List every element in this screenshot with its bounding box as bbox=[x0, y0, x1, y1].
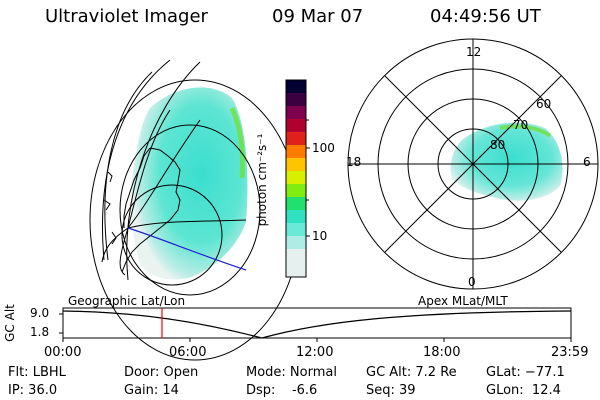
altitude-ytick-1-8: 1.8 bbox=[30, 325, 50, 339]
time-label: 04:49:56 UT bbox=[430, 6, 541, 27]
time-tick-2359: 23:59 bbox=[551, 345, 589, 360]
door-value: Door: Open bbox=[124, 365, 199, 380]
polar-label-18: 18 bbox=[346, 155, 362, 169]
colorbar-tick-100: 100 bbox=[312, 141, 335, 155]
time-tick-18: 18:00 bbox=[423, 345, 461, 360]
altitude-plot bbox=[59, 307, 572, 342]
polar-label-0: 0 bbox=[468, 275, 476, 289]
glat-value: GLat: −77.1 bbox=[486, 365, 565, 380]
dsp-value: Dsp: -6.6 bbox=[246, 383, 318, 398]
time-tick-12: 12:00 bbox=[296, 345, 334, 360]
colorbar-unit-label: photon cm⁻²s⁻¹ bbox=[255, 133, 269, 227]
date-label: 09 Mar 07 bbox=[272, 6, 364, 27]
aurora-green-arc bbox=[229, 106, 245, 179]
altitude-ytick-9: 9.0 bbox=[30, 306, 50, 320]
flt-value: Flt: LBHL bbox=[8, 365, 66, 380]
polar-label-60: 60 bbox=[536, 97, 552, 111]
altitude-ylabel: GC Alt bbox=[3, 304, 17, 342]
time-tick-06: 06:00 bbox=[169, 345, 207, 360]
seq-value: Seq: 39 bbox=[366, 383, 416, 398]
gc-alt-value: GC Alt: 7.2 Re bbox=[366, 365, 457, 380]
polar-plot bbox=[347, 38, 599, 290]
apex-label: Apex MLat/MLT bbox=[418, 294, 508, 308]
polar-label-80: 80 bbox=[490, 138, 506, 152]
glon-value: GLon: 12.4 bbox=[486, 383, 561, 398]
gain-value: Gain: 14 bbox=[124, 383, 179, 398]
blue-meridian-line bbox=[127, 227, 247, 271]
altitude-curve bbox=[62, 310, 572, 339]
instrument-title: Ultraviolet Imager bbox=[45, 6, 208, 27]
geographic-label: Geographic Lat/Lon bbox=[68, 294, 186, 308]
colorbar bbox=[285, 79, 310, 278]
colorbar-tick-10: 10 bbox=[312, 229, 328, 243]
aurora-emission-geo bbox=[131, 87, 248, 280]
polar-label-12: 12 bbox=[466, 45, 482, 59]
polar-label-6: 6 bbox=[583, 155, 591, 169]
polar-label-70: 70 bbox=[513, 118, 529, 132]
ip-value: IP: 36.0 bbox=[8, 383, 58, 398]
time-tick-00: 00:00 bbox=[44, 345, 82, 360]
coastline bbox=[121, 147, 181, 273]
mode-value: Mode: Normal bbox=[246, 365, 337, 380]
